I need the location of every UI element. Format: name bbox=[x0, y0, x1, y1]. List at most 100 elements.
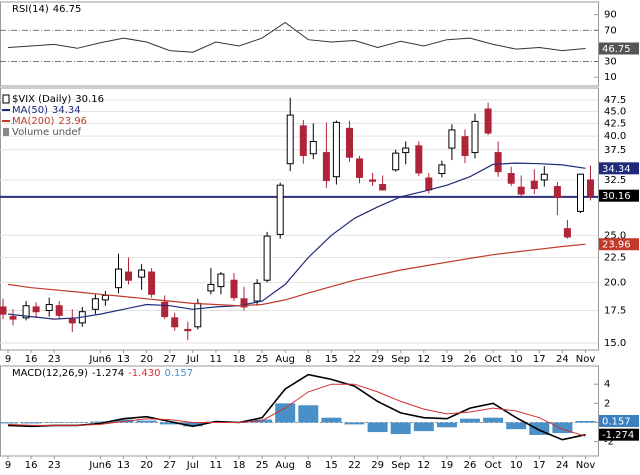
x-tick-label: Aug bbox=[275, 354, 295, 365]
y-tick-label: 25.0 bbox=[604, 230, 626, 241]
signal-value: -1.430 bbox=[128, 368, 160, 379]
x-tick-label: 27 bbox=[163, 460, 176, 471]
candle-body bbox=[517, 186, 525, 195]
candle-body bbox=[507, 173, 515, 184]
candle-body bbox=[263, 235, 271, 281]
x-tick-label: 20 bbox=[140, 354, 153, 365]
x-tick-label: 10 bbox=[510, 460, 523, 471]
y-tick-label: 10 bbox=[604, 72, 617, 83]
candle-body bbox=[22, 305, 30, 319]
x-tick-label: 24 bbox=[556, 354, 569, 365]
candle-body bbox=[332, 121, 340, 178]
moving-average bbox=[7, 162, 586, 320]
rsi-last: 46.75 bbox=[53, 4, 82, 15]
x-tick-label: Jul bbox=[186, 354, 199, 365]
candle-body bbox=[125, 271, 132, 281]
histogram-bar bbox=[159, 422, 180, 425]
candle-body bbox=[138, 269, 146, 278]
candle-body bbox=[161, 301, 169, 318]
histogram-bar bbox=[136, 420, 157, 423]
macd-value: -1.274 bbox=[92, 368, 124, 379]
histogram-bar bbox=[483, 417, 504, 423]
candle-body bbox=[240, 298, 248, 308]
x-tick-label: 11 bbox=[210, 354, 223, 365]
x-tick-label: Sep bbox=[391, 460, 410, 471]
legend-swatch bbox=[2, 94, 10, 104]
histogram-bar bbox=[575, 420, 596, 423]
candle-body bbox=[415, 145, 423, 174]
x-tick-label: Aug bbox=[275, 460, 295, 471]
histogram-bar bbox=[44, 422, 65, 423]
candle-body bbox=[207, 283, 215, 292]
panel-header: MACD(12,26,9) -1.274 -1.430 0.157 bbox=[12, 368, 193, 379]
histogram-bar bbox=[298, 405, 319, 423]
x-tick-label: Jun6 bbox=[88, 354, 111, 365]
candle-body bbox=[68, 318, 76, 324]
candle-body bbox=[530, 180, 538, 190]
legend-swatch bbox=[3, 128, 9, 136]
legend-entry: $VIX (Daily) 30.16 bbox=[12, 94, 104, 105]
rsi-line bbox=[7, 21, 586, 53]
x-tick-label: Oct bbox=[484, 354, 501, 365]
candle-body bbox=[148, 271, 156, 295]
legend-entry: MA(50) 34.34 bbox=[12, 105, 81, 116]
x-tick-label: 22 bbox=[348, 460, 361, 471]
histogram-bar bbox=[344, 422, 365, 425]
y-tick-label: 37.5 bbox=[604, 145, 626, 156]
x-tick-label: 8 bbox=[305, 354, 311, 365]
histogram-bar bbox=[90, 421, 111, 423]
histogram-bar bbox=[552, 422, 573, 434]
candle-body bbox=[101, 294, 109, 301]
y-tick-label: 15.0 bbox=[604, 338, 626, 349]
x-tick-label: 26 bbox=[464, 460, 477, 471]
histogram-bar bbox=[436, 422, 457, 428]
x-tick-label: 27 bbox=[163, 354, 176, 365]
x-tick-label: 26 bbox=[464, 354, 477, 365]
candle-body bbox=[425, 177, 433, 191]
x-tick-label: 12 bbox=[417, 354, 430, 365]
value-box-label: -1.274 bbox=[602, 430, 634, 441]
x-tick-label: 23 bbox=[48, 354, 61, 365]
candle-body bbox=[217, 273, 225, 288]
x-tick-label: 24 bbox=[556, 460, 569, 471]
panel-header: RSI(14) 46.75 bbox=[12, 4, 81, 15]
candle-body bbox=[461, 136, 469, 156]
y-tick-label: 17.5 bbox=[604, 305, 626, 316]
candle-body bbox=[91, 298, 99, 310]
candle-body bbox=[402, 147, 410, 154]
value-box-label: 23.96 bbox=[602, 240, 631, 251]
candle-body bbox=[194, 302, 202, 328]
candle-body bbox=[9, 316, 17, 320]
histogram-bar bbox=[275, 403, 296, 423]
y-tick-label: 47.5 bbox=[604, 95, 626, 106]
x-tick-label: Oct bbox=[484, 460, 501, 471]
x-tick-label: Jul bbox=[186, 460, 199, 471]
x-tick-label: 22 bbox=[348, 354, 361, 365]
histogram-bar bbox=[0, 422, 18, 424]
legend-name: MA(50) bbox=[12, 105, 48, 116]
x-tick-label: 15 bbox=[325, 460, 338, 471]
histogram-bar bbox=[413, 422, 434, 432]
y-tick-label: 32.5 bbox=[604, 175, 626, 186]
histogram-bar bbox=[506, 422, 527, 430]
candle-body bbox=[587, 179, 594, 197]
x-tick-label: 8 bbox=[305, 460, 311, 471]
candle-body bbox=[299, 125, 307, 156]
histogram-bar bbox=[321, 417, 342, 423]
x-tick-label: 20 bbox=[140, 460, 153, 471]
x-tick-label: Nov bbox=[576, 354, 596, 365]
legend-name: MA(200) bbox=[12, 116, 54, 127]
y-tick-label: 90 bbox=[604, 10, 617, 21]
y-tick-label: 45.0 bbox=[604, 106, 626, 117]
candle-body bbox=[563, 228, 571, 238]
candle-body bbox=[392, 152, 400, 171]
candle-body bbox=[540, 173, 548, 181]
value-box bbox=[599, 428, 639, 441]
candle-body bbox=[438, 164, 446, 175]
candle-body bbox=[369, 179, 377, 182]
x-tick-label: 15 bbox=[325, 354, 338, 365]
x-tick-label: Sep bbox=[391, 354, 410, 365]
histogram-value: 0.157 bbox=[164, 368, 193, 379]
